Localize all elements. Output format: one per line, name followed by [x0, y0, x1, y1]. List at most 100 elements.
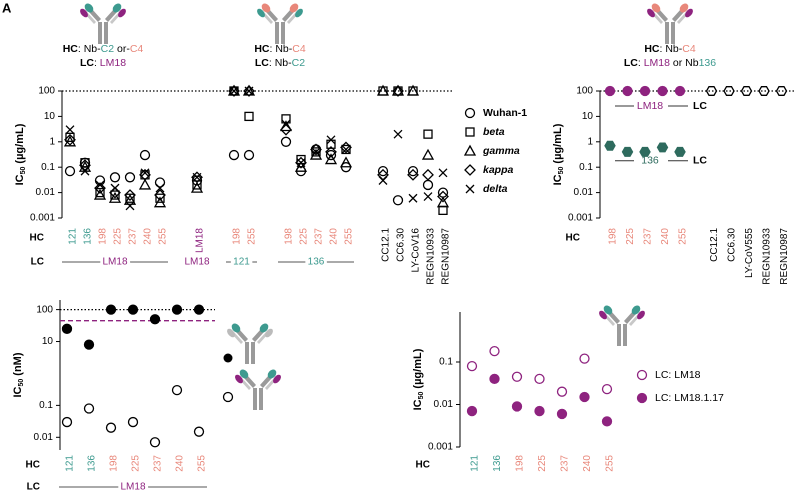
marker — [171, 384, 183, 396]
y-label-unit: (µg/mL) — [552, 123, 564, 163]
y-axis-label: IC50 (µg/mL) — [14, 123, 27, 185]
marker — [393, 129, 403, 139]
marker — [229, 86, 239, 96]
header-part: : Nb- — [659, 43, 682, 55]
antibody-part — [652, 12, 688, 24]
x-tick-label: 255 — [197, 455, 208, 472]
antibody-tip — [259, 323, 269, 333]
marker — [674, 85, 686, 97]
antibody-part — [665, 22, 675, 44]
marker — [154, 189, 166, 201]
marker — [280, 136, 292, 147]
marker — [171, 304, 183, 315]
antibody-tip — [112, 3, 122, 13]
y-axis-label: IC50 (nM) — [12, 352, 25, 397]
lc-group-label: 136 — [308, 257, 325, 268]
x-tick-label: 255 — [344, 228, 355, 245]
x-tick-label: 240 — [143, 228, 154, 245]
x-tick-label: 255 — [605, 455, 616, 472]
x-tick-label: 198 — [608, 228, 619, 245]
y-tick-label: 100 — [38, 86, 55, 97]
x-tick-label: 121 — [65, 455, 76, 472]
x-tick-label: 136 — [492, 455, 503, 472]
marker — [406, 84, 420, 96]
marker — [464, 164, 476, 176]
x-tick-label: REGN10987 — [779, 228, 790, 285]
x-tick-label: 237 — [153, 455, 164, 472]
marker — [437, 187, 449, 198]
marker — [65, 125, 75, 135]
legend-label: gamma — [482, 145, 520, 157]
marker — [408, 193, 418, 203]
y-label-unit: (µg/mL) — [412, 348, 424, 388]
marker — [463, 144, 477, 156]
x-tick-label: 198 — [98, 228, 109, 245]
marker — [325, 149, 337, 161]
marker — [579, 391, 590, 403]
y-tick-label: 0.01 — [34, 432, 54, 443]
marker — [407, 168, 419, 181]
antibody-tip — [231, 323, 241, 333]
marker — [190, 181, 204, 193]
antibody-tip — [637, 310, 645, 320]
marker — [95, 187, 105, 198]
marker — [80, 166, 90, 176]
antibody-part — [89, 9, 117, 22]
marker — [124, 172, 136, 183]
marker — [127, 416, 139, 428]
marker — [95, 180, 105, 190]
antibody-part — [608, 311, 636, 324]
marker — [243, 149, 255, 161]
y-tick-label: 0.01 — [434, 399, 454, 410]
marker — [281, 114, 291, 124]
lc-group-label: LM18 — [184, 257, 209, 268]
x-tick-label: LY-CoV16 — [411, 228, 422, 273]
marker — [511, 371, 523, 382]
y-tick-label: 1 — [49, 136, 55, 147]
x-tick-label: CC6.30 — [396, 228, 407, 262]
marker — [228, 149, 240, 161]
marker — [423, 129, 433, 139]
x-tick-label: CC6.30 — [727, 228, 738, 262]
panel-label: A — [2, 0, 12, 15]
marker — [295, 156, 307, 169]
marker — [83, 403, 95, 414]
antibody-tip — [631, 305, 641, 315]
marker — [192, 180, 202, 190]
marker — [534, 373, 545, 385]
marker — [604, 85, 616, 97]
marker — [280, 123, 292, 136]
marker — [489, 373, 500, 385]
marker — [61, 416, 73, 428]
header-part: : Nb- — [269, 57, 292, 69]
marker — [377, 165, 389, 177]
x-tick-label: 121 — [68, 228, 79, 245]
x-row-label: HC — [566, 233, 580, 244]
y-tick-label: 10 — [582, 111, 594, 122]
x-tick-label: 237 — [560, 455, 571, 472]
antibody-tip — [679, 3, 689, 13]
marker — [438, 205, 448, 216]
lc-row-label: LC — [31, 257, 44, 268]
inline-suffix: LC — [693, 155, 707, 167]
inline-label: 136 — [641, 155, 659, 167]
antibody-part — [266, 9, 294, 22]
header: HC: Nb-C2 or-C4 — [63, 43, 144, 55]
marker — [192, 172, 202, 182]
header-part: or- — [114, 43, 130, 55]
marker — [341, 144, 351, 155]
header-part: LM18 — [100, 57, 126, 69]
y-tick-label: 10 — [42, 336, 54, 347]
marker — [127, 304, 139, 315]
x-tick-label: 240 — [175, 455, 186, 472]
legend-marker — [222, 391, 234, 403]
marker — [105, 304, 117, 315]
antibody-part — [262, 12, 298, 24]
antibody-tip — [647, 8, 655, 18]
x-tick-label: 237 — [128, 228, 139, 245]
marker — [324, 153, 338, 165]
marker — [423, 192, 433, 201]
y-tick-label: 0.1 — [41, 162, 55, 173]
marker — [154, 177, 166, 188]
header-part: C4 — [292, 43, 306, 55]
